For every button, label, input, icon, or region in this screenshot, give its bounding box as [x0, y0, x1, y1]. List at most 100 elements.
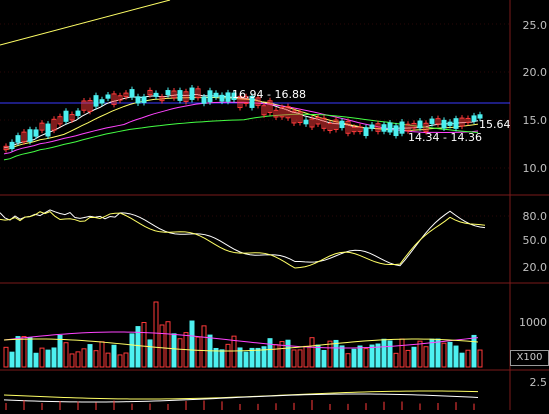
volume-bar — [33, 352, 39, 368]
candle-body — [477, 114, 483, 119]
volume-bar — [243, 351, 249, 368]
volume-bar — [255, 347, 261, 368]
candle-body — [171, 90, 177, 99]
candle-body — [15, 135, 21, 143]
candle-body — [387, 122, 393, 133]
volume-bar — [459, 352, 465, 368]
candle-body — [345, 120, 351, 134]
volume-bar — [105, 352, 111, 368]
volume-bar — [111, 344, 117, 368]
volume-bar — [477, 349, 483, 368]
volume-bar — [51, 347, 57, 368]
volume-bar — [363, 348, 369, 368]
moving-average-lines — [0, 0, 479, 161]
candle-body — [243, 96, 249, 104]
candle-body — [261, 105, 267, 116]
volume-bar — [285, 339, 291, 368]
candle-body — [213, 92, 219, 98]
candle-body — [93, 95, 99, 107]
volume-bar — [21, 336, 27, 368]
trend-line — [0, 0, 171, 46]
volume-bar — [141, 322, 147, 368]
candle-body — [357, 126, 363, 132]
volume-bar — [267, 338, 273, 368]
high-range-annotation: 16.94 - 16.88 — [232, 88, 306, 101]
candle-body — [123, 92, 129, 98]
candle-body — [225, 92, 231, 102]
candle-body — [435, 118, 441, 125]
candle-body — [249, 95, 255, 108]
price-axis-label: 25.0 — [522, 19, 548, 32]
candle-body — [285, 106, 291, 119]
candle-body — [57, 116, 63, 125]
candle-body — [51, 118, 57, 131]
volume-bar — [339, 345, 345, 368]
candle-body — [81, 100, 87, 111]
candle-body — [291, 110, 297, 124]
candle-body — [423, 122, 429, 132]
candle-body — [315, 116, 321, 125]
candle-body — [195, 88, 201, 99]
low-range-annotation: 14.34 - 14.36 — [408, 131, 482, 144]
candle-body — [3, 145, 9, 151]
volume-bar — [345, 353, 351, 368]
candle-body — [369, 124, 375, 129]
candle-body — [255, 97, 261, 106]
candle-body — [471, 115, 477, 122]
volume-bar — [45, 349, 51, 368]
volume-bar — [201, 325, 207, 368]
candle-body — [231, 92, 237, 101]
ma-line-short — [3, 93, 479, 149]
volume-bar — [423, 346, 429, 368]
volume-bar — [99, 341, 105, 368]
volume-bar — [315, 344, 321, 368]
volume-bar — [291, 349, 297, 368]
volume-bar — [321, 350, 327, 368]
candle-body — [411, 122, 417, 129]
kd-indicator-lines — [0, 209, 486, 269]
volume-bar — [465, 349, 471, 368]
candle-body — [183, 91, 189, 102]
volume-bar — [279, 341, 285, 368]
candle-body — [237, 95, 243, 109]
volume-bar — [225, 343, 231, 368]
macd-indicator — [3, 390, 479, 410]
volume-bar — [357, 345, 363, 368]
candle-body — [33, 129, 39, 137]
candle-body — [393, 125, 399, 137]
candle-body — [177, 90, 183, 101]
last-price-annotation: 15.64 — [479, 118, 511, 131]
volume-bar — [399, 338, 405, 368]
candle-body — [159, 96, 165, 102]
volume-bar — [411, 346, 417, 368]
volume-bar — [165, 321, 171, 368]
volume-bar — [195, 336, 201, 368]
kd-axis-label: 50.0 — [522, 234, 548, 247]
kd-axis-label: 20.0 — [522, 261, 548, 274]
price-axis-label: 15.0 — [522, 114, 548, 127]
candle-body — [441, 119, 447, 129]
volume-bar — [237, 347, 243, 368]
volume-bar — [309, 337, 315, 368]
volume-bar — [39, 347, 45, 368]
volume-bars — [3, 301, 483, 368]
candle-body — [381, 124, 387, 132]
candle-body — [339, 120, 345, 129]
candle-body — [153, 92, 159, 97]
volume-bar — [231, 335, 237, 368]
volume-bar — [147, 339, 153, 368]
candle-body — [327, 122, 333, 131]
volume-unit-badge: X100 — [510, 350, 549, 366]
volume-bar — [177, 338, 183, 368]
volume-bar — [273, 344, 279, 368]
volume-bar — [117, 354, 123, 368]
candle-body — [303, 119, 309, 125]
candle-body — [21, 131, 27, 143]
candle-body — [117, 95, 123, 101]
volume-bar — [417, 340, 423, 368]
candle-body — [63, 110, 69, 122]
volume-bar — [69, 353, 75, 368]
